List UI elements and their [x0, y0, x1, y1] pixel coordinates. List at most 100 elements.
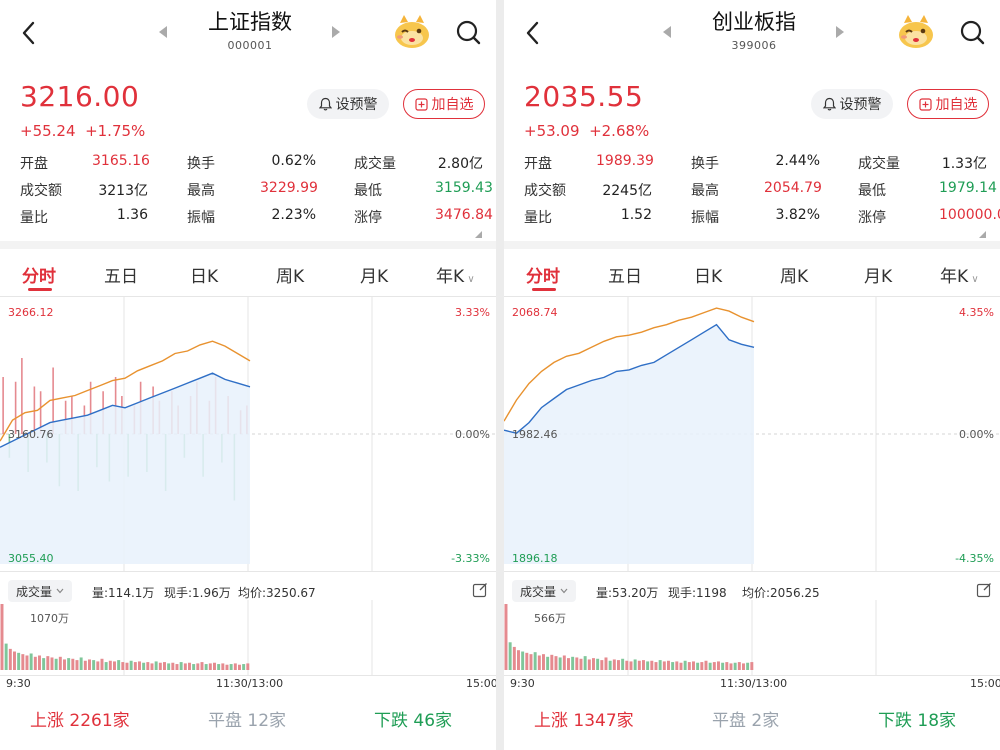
tab-1[interactable]: 五日 — [104, 262, 138, 287]
tab-4[interactable]: 月K — [360, 262, 388, 287]
set-alert-button[interactable]: 设预警 — [307, 89, 389, 119]
volume-indicator-select[interactable]: 成交量 — [512, 580, 577, 602]
volume-bar — [521, 651, 525, 670]
unchanged-label: 平盘 — [208, 711, 242, 731]
pct-min-label: -4.35% — [955, 552, 994, 565]
volume-bar — [92, 660, 96, 670]
volume-bar — [712, 662, 716, 670]
volume-bar — [46, 656, 50, 670]
volume-bar — [658, 660, 662, 670]
time-label-close: 15:00 — [466, 677, 496, 690]
back-button[interactable] — [14, 18, 44, 48]
tab-1[interactable]: 五日 — [608, 262, 642, 287]
back-button[interactable] — [518, 18, 548, 48]
advancers-label: 上涨 — [30, 711, 64, 731]
add-watchlist-button[interactable]: 加自选 — [907, 89, 989, 119]
set-alert-button[interactable]: 设预警 — [811, 89, 893, 119]
intraday-chart[interactable]: 3266.12 3160.76 3055.40 3.33% 0.00% -3.33% — [0, 296, 496, 572]
volume-bar — [529, 654, 533, 670]
mascot-face-icon — [395, 15, 429, 48]
volume-bar — [213, 662, 216, 670]
stat-value: 1.52 — [620, 207, 652, 223]
right-panel: 创业板指 399006 2035.55 +53.09 +2.68% 设预警 加自… — [504, 0, 1000, 750]
volume-bar — [188, 662, 191, 670]
volume-bar — [600, 660, 604, 670]
tab-label: 五日 — [608, 267, 642, 287]
volume-total: 量:53.20万 — [596, 586, 659, 600]
volume-avg-price: 均价:2056.25 — [742, 586, 820, 600]
volume-bar — [583, 656, 587, 670]
next-index-button[interactable] — [330, 24, 342, 40]
tab-5[interactable]: 年K ∨ — [940, 262, 979, 287]
edit-icon — [976, 583, 991, 598]
volume-bar — [183, 663, 187, 670]
stat-value: 1.36 — [116, 207, 148, 223]
stat-value: 2.44% — [775, 153, 820, 169]
volume-total: 量:114.1万 — [92, 586, 155, 600]
expand-stats-icon[interactable] — [979, 231, 986, 238]
tab-label: 周K — [276, 267, 305, 287]
tab-0[interactable]: 分时 — [22, 262, 56, 287]
set-alert-label: 设预警 — [839, 97, 882, 113]
volume-bar — [687, 662, 691, 670]
volume-bar — [587, 659, 591, 670]
stat-label: 换手 — [691, 156, 719, 172]
tab-3[interactable]: 周K — [780, 262, 808, 287]
active-tab-indicator — [532, 288, 556, 291]
volume-bar — [38, 655, 41, 670]
search-button[interactable] — [452, 16, 484, 48]
mascot-button[interactable] — [896, 13, 936, 51]
volume-bar — [737, 662, 741, 670]
current-price: 2035.55 — [524, 80, 644, 113]
add-watchlist-label: 加自选 — [935, 97, 978, 113]
expand-stats-icon[interactable] — [475, 231, 482, 238]
volume-bar — [29, 653, 33, 670]
stat-label: 成交量 — [354, 156, 396, 172]
volume-bar — [742, 663, 745, 670]
volume-bar — [750, 662, 754, 670]
volume-bar — [208, 663, 212, 670]
tab-4[interactable]: 月K — [864, 262, 892, 287]
add-watchlist-button[interactable]: 加自选 — [403, 89, 485, 119]
caret-right-icon — [332, 26, 340, 38]
volume-bar — [125, 662, 129, 670]
pct-max-label: 3.33% — [455, 306, 490, 319]
mascot-button[interactable] — [392, 13, 432, 51]
volume-indicator-select[interactable]: 成交量 — [8, 580, 73, 602]
volume-bar — [133, 662, 137, 670]
prev-index-button[interactable] — [661, 24, 673, 40]
tab-0[interactable]: 分时 — [526, 262, 560, 287]
volume-current-hand: 现手:1198 — [668, 586, 727, 600]
unchanged: 平盘 2家 — [712, 706, 779, 731]
volume-bar — [96, 661, 100, 670]
volume-bar — [542, 654, 545, 670]
intraday-chart[interactable]: 2068.74 1982.46 1896.18 4.35% 0.00% -4.35% — [504, 296, 1000, 572]
edit-indicator-button[interactable] — [976, 582, 992, 598]
volume-bar — [167, 663, 171, 670]
volume-bar — [192, 664, 196, 670]
volume-bar — [596, 658, 600, 670]
stat-label: 开盘 — [20, 156, 48, 172]
volume-bar — [571, 656, 575, 670]
stat-value: 3213亿 — [98, 183, 148, 199]
decliners-label: 下跌 — [374, 711, 408, 731]
pct-max-label: 4.35% — [959, 306, 994, 319]
tab-2[interactable]: 日K — [694, 262, 722, 287]
plus-square-icon — [414, 97, 428, 111]
active-tab-indicator — [28, 288, 52, 291]
tab-label: 日K — [694, 267, 723, 287]
volume-bar — [221, 663, 225, 670]
edit-indicator-button[interactable] — [472, 582, 488, 598]
volume-chart: 566万 — [504, 600, 1000, 676]
prev-index-button[interactable] — [157, 24, 169, 40]
volume-bar — [83, 660, 87, 670]
tab-5[interactable]: 年K ∨ — [436, 262, 475, 287]
tab-3[interactable]: 周K — [276, 262, 304, 287]
next-index-button[interactable] — [834, 24, 846, 40]
volume-bar — [708, 662, 712, 670]
tab-2[interactable]: 日K — [190, 262, 218, 287]
chevron-down-icon — [560, 588, 568, 594]
volume-bar — [533, 652, 537, 670]
search-button[interactable] — [956, 16, 988, 48]
volume-avg-price: 均价:3250.67 — [238, 586, 316, 600]
